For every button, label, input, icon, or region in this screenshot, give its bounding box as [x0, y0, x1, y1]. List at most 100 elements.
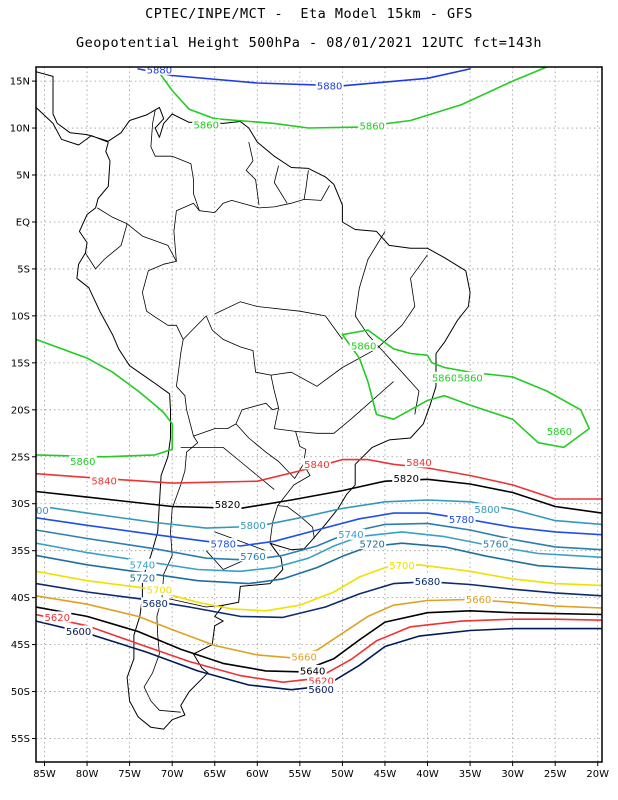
contour-label: 5800	[23, 506, 48, 517]
country-border	[193, 402, 279, 437]
contour-label-mask	[336, 528, 365, 540]
country-border	[97, 207, 177, 262]
contour-5600	[36, 620, 602, 691]
contour-5760	[36, 522, 602, 561]
contour-label-mask	[192, 119, 221, 131]
lat-lon-grid	[36, 67, 602, 762]
plot-frame	[35, 66, 603, 763]
contour-label: 5660	[291, 652, 316, 663]
latitude-axis: 15N 10N 5N EQ 5S 10S 15S 20S 25S 30S 35S 40S 45S 50S 5…	[10, 77, 36, 745]
contour-label: 5660	[466, 595, 491, 606]
contour-label: 5600	[66, 627, 91, 638]
contour-label-mask	[405, 456, 434, 468]
contour-label-mask	[307, 675, 336, 687]
contour-label: 5620	[45, 613, 70, 624]
country-border	[277, 464, 315, 539]
lat-tick-label: 30S	[11, 499, 30, 510]
lat-tick-label: 10S	[11, 311, 30, 322]
lon-tick-label: 30W	[501, 769, 524, 780]
contour-label-mask	[239, 519, 268, 531]
country-border	[150, 110, 200, 211]
contour-label: 5860	[457, 373, 482, 384]
contour-label-mask	[290, 650, 319, 662]
contour-5620	[36, 613, 602, 683]
height-contours	[36, 67, 602, 691]
lat-tick-label: 55S	[11, 734, 30, 745]
plot-background	[36, 67, 602, 762]
lon-tick-label: 55W	[289, 769, 312, 780]
contour-label-mask	[145, 584, 174, 596]
contour-label: 5740	[338, 530, 363, 541]
contour-label: 5840	[91, 477, 116, 488]
country-border	[273, 165, 288, 204]
lat-tick-label: EQ	[16, 217, 30, 228]
country-border	[235, 423, 304, 479]
contour-5860	[341, 329, 590, 449]
lon-tick-label: 45W	[374, 769, 397, 780]
lon-tick-label: 25W	[544, 769, 567, 780]
contour-label-mask	[298, 664, 327, 676]
country-border	[273, 407, 307, 465]
country-border	[142, 202, 200, 387]
lat-tick-label: 40S	[11, 593, 30, 604]
contour-label: 5860	[432, 373, 457, 384]
contour-label-mask	[315, 79, 344, 91]
lat-tick-label: 10N	[10, 124, 30, 135]
lat-tick-label: 45S	[11, 640, 30, 651]
lat-tick-label: 5S	[17, 264, 30, 275]
lon-tick-label: 80W	[76, 769, 99, 780]
lon-tick-label: 35W	[459, 769, 482, 780]
contour-label-mask	[141, 597, 170, 609]
contour-label-mask	[392, 472, 421, 484]
chart-title-line-2: Geopotential Height 500hPa - 08/01/2021 …	[76, 35, 542, 51]
country-border	[303, 170, 309, 200]
contour-5860	[154, 67, 548, 129]
country-border	[354, 231, 420, 415]
contour-label: 5800	[240, 521, 265, 532]
contour-label-mask	[447, 513, 476, 525]
contour-label-mask	[128, 571, 157, 583]
contour-label: 5880	[317, 81, 342, 92]
contour-label-mask	[307, 683, 336, 695]
lon-tick-label: 50W	[331, 769, 354, 780]
contour-label: 5680	[415, 577, 440, 588]
lon-tick-label: 65W	[203, 769, 226, 780]
contour-label-mask	[464, 593, 493, 605]
lat-tick-label: 15N	[10, 77, 30, 88]
contour-label-mask	[36, 504, 50, 516]
lat-tick-label: 35S	[11, 546, 30, 557]
country-border	[143, 386, 199, 713]
contour-label: 5680	[142, 599, 167, 610]
contour-label: 5860	[547, 427, 572, 438]
contour-label-mask	[545, 425, 574, 437]
lat-tick-label: 15S	[11, 358, 30, 369]
contour-label-mask	[43, 611, 72, 623]
contour-label: 5640	[300, 666, 325, 677]
lon-tick-label: 70W	[161, 769, 184, 780]
contour-5640	[36, 606, 602, 673]
contour-label: 5860	[359, 122, 384, 133]
lat-tick-label: 5N	[16, 171, 30, 182]
lon-tick-label: 60W	[246, 769, 269, 780]
contour-label-mask	[358, 538, 387, 550]
contour-label-mask	[302, 458, 331, 470]
contour-label-mask	[213, 498, 242, 510]
contour-label-mask	[481, 538, 510, 550]
contour-label-mask	[358, 120, 387, 132]
contour-label: 5700	[389, 561, 414, 572]
contour-label-mask	[473, 503, 502, 515]
country-border	[245, 142, 260, 206]
country-border	[295, 381, 394, 434]
contour-label: 5860	[193, 121, 218, 132]
contour-label: 5720	[130, 573, 155, 584]
lon-tick-label: 85W	[33, 769, 56, 780]
lon-tick-label: 75W	[118, 769, 141, 780]
contour-5820	[36, 478, 602, 514]
lat-tick-label: 50S	[11, 687, 30, 698]
country-border	[85, 223, 128, 270]
coastline	[36, 71, 471, 730]
contour-5740	[36, 531, 602, 573]
contour-label-mask	[90, 475, 119, 487]
